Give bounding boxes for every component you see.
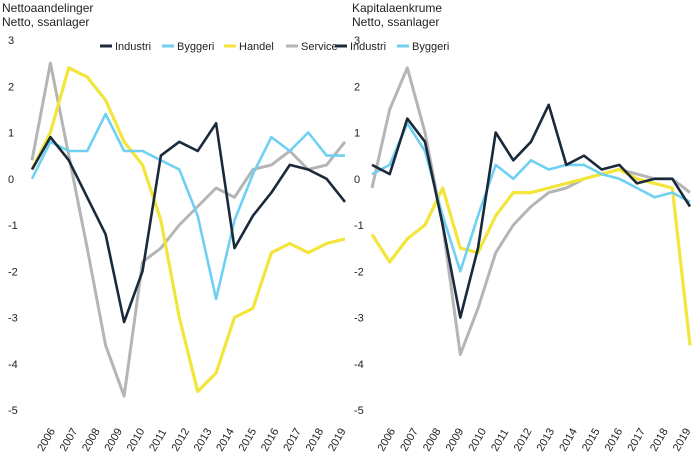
chart-subtitle: Netto, ssanlager bbox=[2, 15, 89, 29]
series-line-handel bbox=[370, 167, 692, 346]
series-line-industri bbox=[30, 122, 347, 324]
series-line-handel bbox=[30, 66, 346, 394]
x-tick-label: 2017 bbox=[625, 426, 648, 453]
x-tick-label: 2019 bbox=[671, 426, 694, 453]
x-tick-label: 2006 bbox=[376, 426, 399, 453]
legend-label: Industri bbox=[115, 41, 151, 53]
x-tick-label: 2010 bbox=[125, 426, 148, 453]
y-tick-label: -1 bbox=[354, 220, 364, 232]
x-tick-label: 2011 bbox=[147, 427, 169, 453]
y-tick-label: -2 bbox=[354, 266, 364, 278]
x-tick-label: 2012 bbox=[512, 426, 535, 453]
x-tick-label: 2007 bbox=[398, 426, 421, 453]
legend-label: Byggeri bbox=[412, 41, 449, 53]
x-tick-label: 2015 bbox=[237, 426, 260, 453]
series-line-byggeri bbox=[371, 122, 691, 273]
chart-subtitle: Netto, ssanlager bbox=[352, 15, 439, 29]
legend-label: Service bbox=[301, 41, 338, 53]
series-line-byggeri bbox=[30, 112, 345, 301]
series-line-industri bbox=[371, 103, 692, 319]
legend-label: Industri bbox=[350, 41, 386, 53]
y-tick-label: 3 bbox=[354, 35, 360, 47]
x-tick-label: 2009 bbox=[102, 426, 125, 453]
series-line-service bbox=[370, 66, 691, 356]
x-tick-label: 2013 bbox=[192, 426, 215, 453]
x-tick-label: 2013 bbox=[535, 426, 558, 453]
chart-title: Nettoaandelinger bbox=[2, 1, 93, 15]
x-tick-label: 2019 bbox=[326, 426, 349, 453]
y-tick-label: 2 bbox=[354, 81, 360, 93]
x-tick-label: 2008 bbox=[80, 426, 103, 453]
y-tick-label: 1 bbox=[354, 128, 360, 140]
y-tick-label: -1 bbox=[8, 220, 18, 232]
x-tick-label: 2006 bbox=[35, 426, 58, 453]
y-tick-label: -5 bbox=[8, 405, 18, 417]
x-tick-label: 2010 bbox=[466, 426, 489, 453]
y-tick-label: 3 bbox=[8, 35, 14, 47]
legend-label: Byggeri bbox=[177, 41, 214, 53]
y-tick-label: -3 bbox=[8, 313, 18, 325]
x-tick-label: 2014 bbox=[557, 426, 580, 453]
x-tick-label: 2011 bbox=[489, 427, 511, 453]
y-tick-label: -5 bbox=[354, 405, 364, 417]
y-tick-label: -3 bbox=[354, 313, 364, 325]
x-tick-label: 2014 bbox=[214, 426, 237, 453]
x-tick-label: 2015 bbox=[580, 426, 603, 453]
x-tick-label: 2016 bbox=[259, 426, 282, 453]
chart-title: Kapitalaenkrume bbox=[352, 1, 442, 15]
x-tick-label: 2012 bbox=[170, 426, 193, 453]
y-tick-label: -2 bbox=[8, 266, 18, 278]
y-tick-label: -4 bbox=[354, 359, 364, 371]
legend-label: Handel bbox=[239, 41, 274, 53]
x-tick-label: 2009 bbox=[444, 426, 467, 453]
x-tick-label: 2018 bbox=[304, 426, 327, 453]
x-tick-label: 2016 bbox=[603, 426, 626, 453]
x-tick-label: 2018 bbox=[648, 426, 671, 453]
x-tick-label: 2008 bbox=[421, 426, 444, 453]
y-tick-label: -4 bbox=[8, 359, 18, 371]
series-line-service bbox=[30, 61, 347, 398]
y-tick-label: 1 bbox=[8, 128, 14, 140]
x-tick-label: 2017 bbox=[281, 426, 304, 453]
y-tick-label: 2 bbox=[8, 81, 14, 93]
x-tick-label: 2007 bbox=[58, 426, 81, 453]
y-tick-label: 0 bbox=[354, 174, 360, 186]
y-tick-label: 0 bbox=[8, 174, 14, 186]
